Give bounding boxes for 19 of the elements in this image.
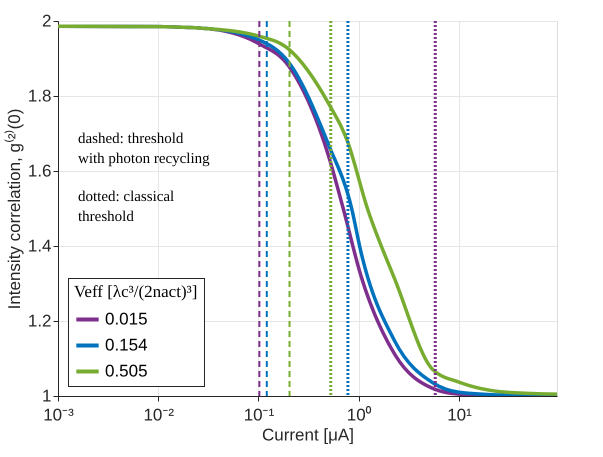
x-axis-title: Current [μA] (262, 426, 354, 444)
x-tick-label: 10⁻³ (43, 406, 74, 424)
y-tick-label: 1.2 (28, 312, 52, 330)
y-axis-title: Intensity correlation, g⁽²⁾(0) (4, 108, 24, 310)
x-tick-label: 10¹ (447, 406, 472, 424)
annotation: dotted: classical threshold (78, 189, 174, 225)
x-tick-label: 10⁰ (346, 406, 372, 424)
y-tick-label: 1 (42, 386, 52, 406)
y-tick-label: 1.4 (28, 236, 52, 256)
legend-label: 0.154 (105, 336, 148, 354)
y-tick-label: 1.6 (28, 162, 52, 180)
x-tick-label: 10⁻¹ (244, 406, 275, 424)
annotation: dashed: threshold with photon recycling (78, 131, 210, 167)
legend-title: Veff [λc³/(2nact)³] (74, 282, 198, 301)
y-tick-label: 2 (42, 12, 52, 30)
y-tick-label: 1.8 (28, 86, 52, 106)
legend-label: 0.505 (105, 362, 148, 380)
legend-label: 0.015 (105, 310, 148, 328)
x-tick-label: 10⁻² (143, 406, 174, 424)
